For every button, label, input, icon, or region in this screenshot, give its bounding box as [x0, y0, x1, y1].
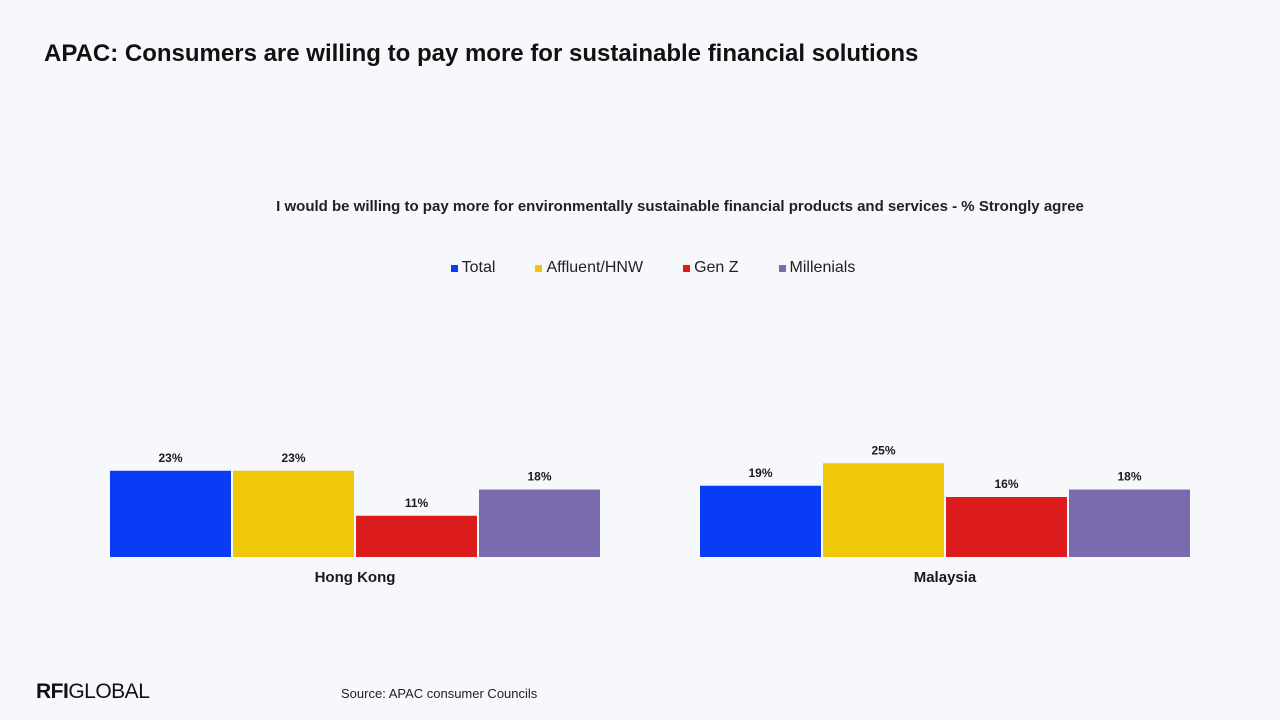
- bar: [1069, 489, 1190, 557]
- bar: [823, 463, 944, 557]
- rfi-global-logo: RFIGLOBAL: [36, 680, 150, 704]
- bar: [479, 489, 600, 557]
- legend-item: Gen Z: [683, 259, 739, 277]
- data-label: 25%: [871, 443, 895, 457]
- logo-strong-text: RFI: [36, 680, 69, 703]
- data-label: 23%: [158, 451, 182, 465]
- data-label: 19%: [748, 466, 772, 480]
- source-note: Source: APAC consumer Councils: [341, 686, 538, 701]
- category-label: Hong Kong: [315, 569, 396, 586]
- legend-label: Gen Z: [694, 259, 739, 276]
- data-label: 11%: [405, 496, 429, 510]
- legend-swatch: [535, 264, 543, 272]
- legend-swatch: [778, 264, 786, 272]
- data-label: 18%: [527, 470, 551, 484]
- legend-item: Affluent/HNW: [535, 259, 643, 277]
- data-label: 18%: [1117, 470, 1141, 484]
- bar: [110, 470, 231, 557]
- chart-subtitle: I would be willing to pay more for envir…: [276, 198, 1084, 215]
- legend-swatch: [450, 264, 458, 272]
- legend-label: Total: [461, 259, 496, 276]
- bar: [946, 497, 1067, 557]
- logo-light-text: GLOBAL: [68, 680, 150, 703]
- category-label: Malaysia: [914, 569, 977, 586]
- legend-label: Millenials: [789, 259, 856, 276]
- legend-item: Total: [450, 259, 496, 277]
- legend-label: Affluent/HNW: [546, 259, 644, 276]
- chart-legend: Total Affluent/HNW Gen Z Millenials: [0, 259, 1280, 277]
- data-label: 23%: [281, 451, 305, 465]
- page-title: APAC: Consumers are willing to pay more …: [44, 40, 919, 67]
- legend-item: Millenials: [778, 259, 856, 277]
- bar: [700, 485, 821, 557]
- bar: [356, 515, 477, 557]
- legend-swatch: [683, 264, 691, 272]
- bar: [233, 470, 354, 557]
- data-label: 16%: [994, 477, 1018, 491]
